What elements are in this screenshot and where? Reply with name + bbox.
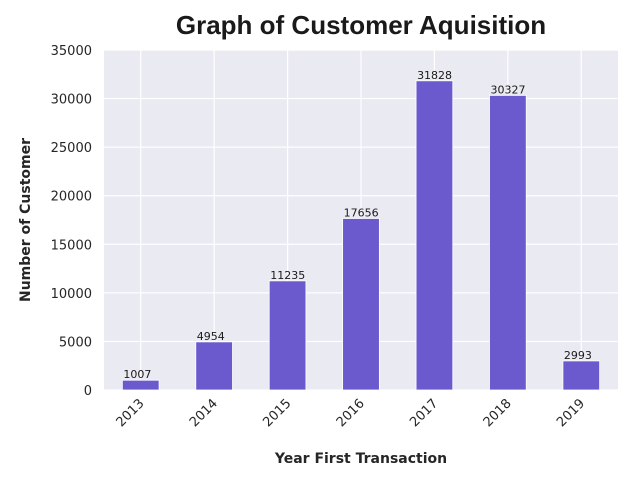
x-tick-label: 2019	[554, 396, 588, 430]
x-tick-label: 2018	[481, 396, 515, 430]
bars	[121, 80, 601, 391]
x-tick-label: 2013	[114, 396, 148, 430]
bar-2015	[268, 280, 307, 391]
data-label-2014: 4954	[197, 330, 225, 343]
x-axis-ticks: 2013 2014 2015 2016 2017 2018 2019	[114, 396, 589, 430]
bar-2017	[415, 80, 454, 391]
y-tick-label: 15000	[51, 238, 92, 253]
data-labels: 1007 4954 11235 17656 31828 30327 2993	[123, 69, 592, 381]
x-tick-label: 2014	[187, 396, 221, 430]
y-tick-label: 10000	[51, 287, 92, 302]
bar-2013	[121, 379, 160, 391]
chart-title: Graph of Customer Aquisition	[176, 10, 546, 40]
bar-2014	[195, 341, 233, 391]
x-axis-label: Year First Transaction	[274, 451, 447, 467]
data-label-2017: 31828	[417, 69, 452, 82]
bar-2018	[489, 94, 527, 391]
data-label-2019: 2993	[564, 349, 592, 362]
bar-2019	[562, 360, 601, 391]
y-axis-label: Number of Customer	[18, 138, 34, 302]
y-axis-ticks: 0 5000 10000 15000 20000 25000 30000 35000	[51, 44, 92, 399]
data-label-2018: 30327	[491, 83, 526, 96]
x-tick-label: 2017	[407, 396, 441, 430]
y-tick-label: 30000	[51, 93, 92, 108]
data-label-2016: 17656	[344, 206, 379, 219]
y-tick-label: 0	[84, 384, 92, 399]
bar-2016	[342, 218, 380, 391]
x-tick-label: 2015	[260, 396, 294, 430]
y-tick-label: 5000	[59, 335, 92, 350]
x-tick-label: 2016	[334, 396, 368, 430]
y-tick-label: 25000	[51, 141, 92, 156]
y-tick-label: 35000	[51, 44, 92, 59]
data-label-2013: 1007	[123, 368, 151, 381]
data-label-2015: 11235	[270, 269, 305, 282]
y-tick-label: 20000	[51, 190, 92, 205]
